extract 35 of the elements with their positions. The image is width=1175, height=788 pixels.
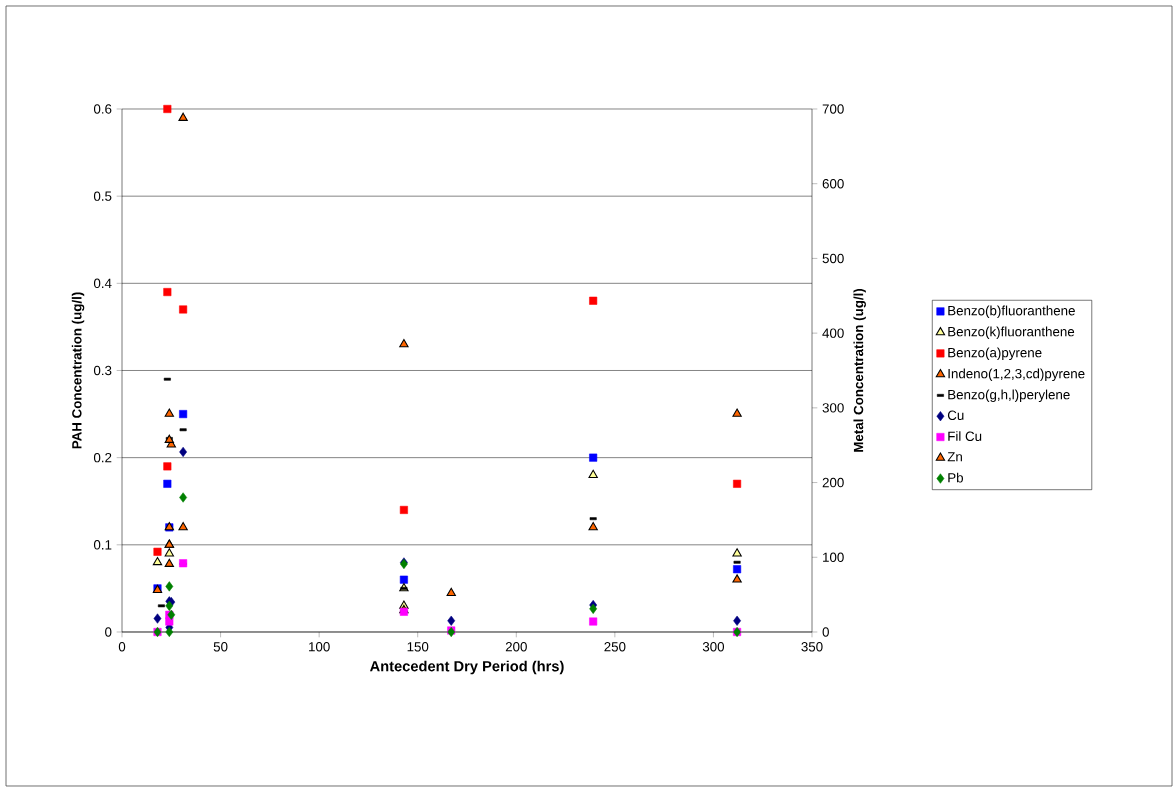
y-tick-label: 0.2: [93, 452, 112, 463]
x-tick-label: 50: [213, 642, 228, 652]
legend-label: Pb: [948, 472, 963, 483]
y2-tick-label: 700: [822, 104, 844, 114]
y-tick-label: 0.5: [93, 191, 112, 201]
legend-label: Benzo(k)fluoranthene: [948, 326, 1075, 339]
y2-tick-label: 500: [822, 253, 844, 264]
y-tick-label: 0.3: [93, 365, 112, 376]
x-tick-label: 150: [407, 642, 429, 652]
legend-label: Indeno(1,2,3,cd)pyrene: [948, 368, 1085, 381]
x-tick-label: 0: [118, 642, 126, 652]
legend-label: Benzo(b)fluoranthene: [948, 305, 1075, 319]
legend-label: Cu: [947, 410, 964, 420]
y-tick-label: 0: [105, 627, 112, 637]
y2-axis-title: Metal Concentration (ug/l): [853, 288, 866, 452]
legend-label: Zn: [947, 452, 962, 462]
y2-tick-label: 200: [822, 477, 844, 488]
y2-tick-label: 0: [822, 627, 829, 637]
x-axis-title: Antecedent Dry Period (hrs): [369, 660, 564, 675]
y2-tick-label: 600: [822, 178, 844, 189]
y-tick-label: 0.6: [93, 104, 112, 114]
x-tick-label: 350: [801, 642, 823, 652]
y-tick-label: 0.1: [93, 540, 112, 550]
x-tick-label: 250: [604, 642, 626, 652]
y2-tick-label: 100: [823, 552, 844, 562]
y-tick-label: 0.4: [93, 278, 112, 289]
x-tick-label: 300: [702, 642, 725, 652]
y2-tick-label: 300: [822, 403, 844, 413]
legend-label: Fil Cu: [948, 431, 982, 441]
x-tick-label: 100: [309, 642, 330, 652]
legend-label: Benzo(a)pyrene: [948, 347, 1042, 360]
y-axis-title: PAH Concentration (ug/l): [71, 292, 85, 449]
legend-label: Benzo(g,h,l)perylene: [948, 389, 1070, 402]
y2-tick-label: 400: [822, 328, 844, 338]
x-tick-label: 200: [505, 642, 527, 652]
